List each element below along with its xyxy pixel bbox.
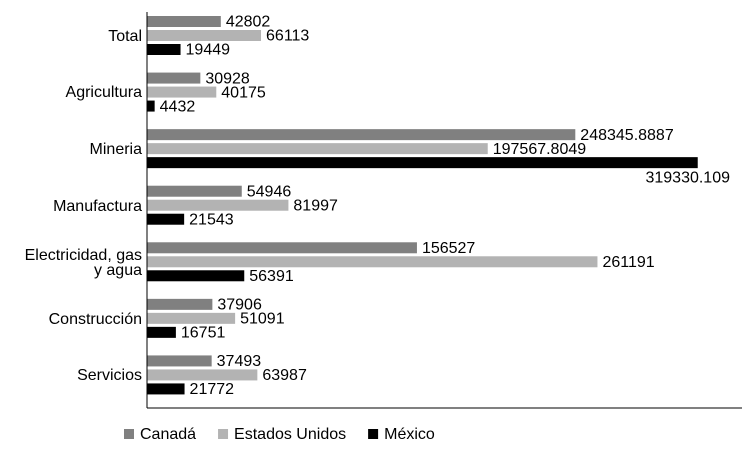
bar bbox=[147, 30, 262, 41]
value-label: 42802 bbox=[226, 14, 271, 31]
y-tick-label: Construcción bbox=[48, 310, 142, 328]
bar bbox=[147, 185, 242, 197]
value-label: 37493 bbox=[217, 353, 262, 370]
bar bbox=[147, 16, 221, 27]
bar bbox=[147, 44, 181, 55]
bar bbox=[147, 256, 598, 268]
value-label: 248345.8887 bbox=[580, 127, 674, 144]
value-label: 54946 bbox=[247, 183, 292, 200]
y-tick-label: Agricultura bbox=[65, 84, 142, 102]
value-label: 63987 bbox=[262, 367, 307, 384]
y-tick-label: Total bbox=[108, 27, 142, 45]
value-label: 197567.8049 bbox=[493, 141, 587, 158]
bar bbox=[147, 242, 417, 254]
bar bbox=[147, 143, 488, 155]
value-label: 16751 bbox=[181, 325, 226, 342]
bar bbox=[147, 270, 245, 282]
legend-swatch bbox=[124, 429, 134, 439]
y-tick-label: Mineria bbox=[89, 140, 142, 158]
bar bbox=[147, 86, 217, 98]
legend-swatch bbox=[368, 429, 379, 439]
bar bbox=[147, 100, 155, 112]
legend-label: Estados Unidos bbox=[234, 426, 346, 443]
y-tick-label: Servicios bbox=[77, 367, 142, 385]
value-label: 319330.109 bbox=[645, 169, 730, 186]
value-label: 56391 bbox=[249, 268, 294, 285]
value-label: 66113 bbox=[266, 28, 309, 45]
bar bbox=[147, 199, 289, 211]
value-label: 156527 bbox=[422, 240, 475, 257]
value-label: 81997 bbox=[293, 197, 338, 214]
value-label: 21543 bbox=[189, 211, 234, 228]
bar bbox=[147, 383, 185, 395]
legend-label: México bbox=[384, 426, 435, 443]
bar bbox=[147, 72, 201, 84]
value-label: 51091 bbox=[240, 311, 285, 328]
value-label: 40175 bbox=[221, 84, 266, 101]
bar bbox=[147, 129, 576, 141]
value-label: 4432 bbox=[160, 98, 196, 115]
bar bbox=[147, 355, 212, 367]
bar bbox=[147, 298, 213, 310]
y-tick-label: Electricidad, gas y agua bbox=[24, 246, 142, 279]
bar bbox=[147, 157, 698, 169]
y-tick-label: Manufactura bbox=[53, 197, 142, 215]
bar bbox=[147, 326, 176, 338]
legend-swatch bbox=[218, 429, 229, 439]
value-label: 261191 bbox=[602, 254, 654, 271]
bar bbox=[147, 312, 236, 324]
value-label: 19449 bbox=[186, 42, 231, 59]
value-label: 30928 bbox=[205, 70, 250, 87]
bar bbox=[147, 213, 185, 225]
value-label: 21772 bbox=[190, 381, 235, 398]
value-label: 37906 bbox=[217, 297, 262, 314]
bar bbox=[147, 369, 258, 381]
legend-label: Canadá bbox=[140, 426, 196, 443]
